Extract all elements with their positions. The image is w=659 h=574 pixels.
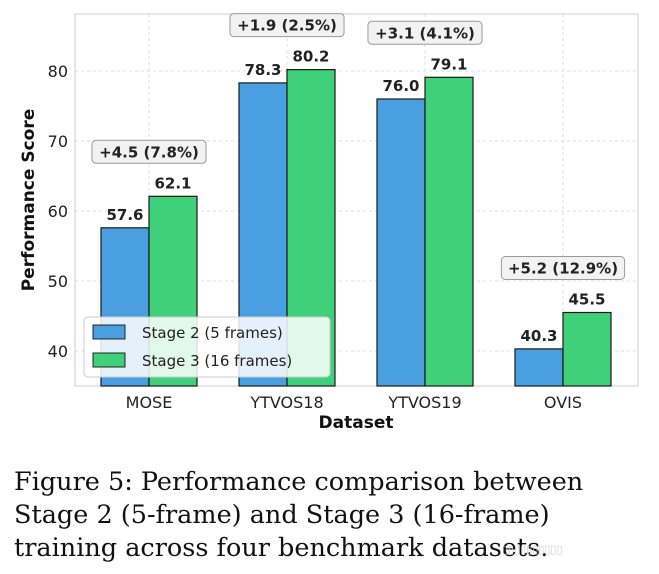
improvement-label: +4.5 (7.8%) bbox=[99, 143, 199, 161]
y-axis-label: Performance Score bbox=[19, 109, 39, 292]
legend-swatch-stage2 bbox=[92, 324, 126, 340]
bar-value-label: 78.3 bbox=[244, 61, 281, 79]
x-tick-label: YTVOS19 bbox=[387, 393, 461, 412]
watermark: ▯▯▯▯▯▯▯▯▯▯ bbox=[502, 543, 563, 556]
improvement-box bbox=[367, 20, 483, 45]
improvement-box bbox=[91, 139, 207, 164]
legend-label-stage2: Stage 2 (5 frames) bbox=[142, 324, 283, 342]
x-tick-label: MOSE bbox=[126, 393, 173, 412]
bar-value-label: 45.5 bbox=[568, 291, 605, 309]
x-axis-label: Dataset bbox=[319, 413, 394, 433]
x-tick-label: OVIS bbox=[544, 393, 582, 412]
y-tick-label: 40 bbox=[48, 342, 68, 361]
bar-ovis-s3 bbox=[562, 311, 612, 387]
y-tick-label: 70 bbox=[48, 132, 68, 151]
bar-ovis-s2 bbox=[514, 348, 564, 387]
x-ticks: MOSE YTVOS18 YTVOS19 OVIS bbox=[126, 393, 582, 412]
improvement-label: +5.2 (12.9%) bbox=[508, 260, 618, 278]
legend: Stage 2 (5 frames) Stage 3 (16 frames) bbox=[83, 316, 331, 378]
y-ticks: 40 50 60 70 80 bbox=[48, 62, 68, 361]
legend-label-stage3: Stage 3 (16 frames) bbox=[142, 352, 292, 370]
y-tick-label: 80 bbox=[48, 62, 68, 81]
y-tick-label: 50 bbox=[48, 272, 68, 291]
plot-frame bbox=[74, 13, 639, 387]
improvement-label: +3.1 (4.1%) bbox=[375, 24, 475, 42]
y-tick-label: 60 bbox=[48, 202, 68, 221]
bar-value-label: 62.1 bbox=[154, 174, 191, 192]
bar-value-label: 57.6 bbox=[106, 206, 143, 224]
bar-value-label: 40.3 bbox=[520, 327, 557, 345]
bar-ytvos19-s2 bbox=[376, 98, 426, 387]
bar-chart: 57.6 62.1 +4.5 (7.8%) 78.3 80.2 +1.9 (2.5%) 76… bbox=[19, 13, 639, 433]
x-tick-label: YTVOS18 bbox=[249, 393, 323, 412]
bar-value-label: 79.1 bbox=[430, 55, 467, 73]
improvement-box bbox=[229, 13, 345, 38]
legend-swatch-stage3 bbox=[92, 352, 126, 368]
improvement-box bbox=[500, 256, 626, 280]
figure-caption: Figure 5: Performance comparison between… bbox=[14, 467, 584, 563]
bar-ytvos19-s3 bbox=[424, 76, 474, 387]
bar-value-label: 76.0 bbox=[382, 77, 419, 95]
bar-value-label: 80.2 bbox=[292, 48, 329, 66]
improvement-label: +1.9 (2.5%) bbox=[237, 17, 337, 35]
